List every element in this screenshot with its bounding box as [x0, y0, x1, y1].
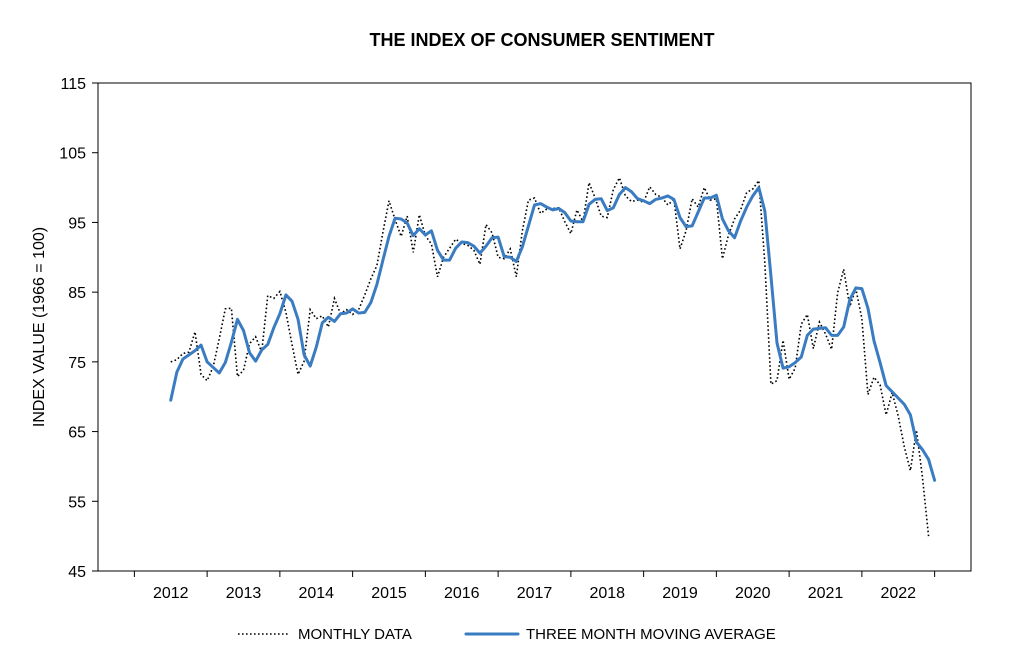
series-layer — [169, 175, 937, 537]
x-tick-label: 2013 — [226, 585, 262, 602]
x-tick-label: 2015 — [371, 585, 407, 602]
x-tick-label: 2021 — [808, 585, 844, 602]
y-tick-label: 115 — [60, 76, 86, 93]
legend: MONTHLY DATA THREE MONTH MOVING AVERAGE — [238, 626, 776, 643]
legend-label-moving-average: THREE MONTH MOVING AVERAGE — [526, 626, 776, 643]
y-tick-label: 105 — [59, 146, 86, 163]
x-tick-label: 2014 — [298, 585, 334, 602]
x-axis: 2012 2013 2014 2015 2016 2017 2018 2019 2020 2021… — [133, 571, 936, 602]
x-tick-label: 2019 — [662, 585, 698, 602]
y-tick-label: 95 — [68, 215, 86, 232]
x-tick-label: 2012 — [153, 585, 189, 602]
x-tick-label: 2016 — [444, 585, 480, 602]
series-line-three-month-moving-average — [169, 186, 937, 482]
x-tick-label: 2022 — [880, 585, 916, 602]
legend-label-monthly: MONTHLY DATA — [298, 626, 412, 643]
y-axis: 45 55 65 75 85 95 105 115 — [59, 76, 98, 581]
y-tick-label: 75 — [68, 355, 86, 372]
y-tick-label: 85 — [68, 285, 86, 302]
x-tick-label: 2018 — [589, 585, 625, 602]
x-tick-label: 2017 — [517, 585, 553, 602]
plot-area — [97, 82, 972, 572]
y-tick-label: 65 — [68, 425, 86, 442]
series-line-monthly-data — [170, 175, 930, 537]
y-axis-label: INDEX VALUE (1966 = 100) — [31, 227, 48, 427]
y-tick-label: 45 — [68, 564, 86, 581]
y-tick-label: 55 — [68, 494, 86, 511]
x-tick-label: 2020 — [735, 585, 771, 602]
chart-title: THE INDEX OF CONSUMER SENTIMENT — [369, 30, 714, 50]
